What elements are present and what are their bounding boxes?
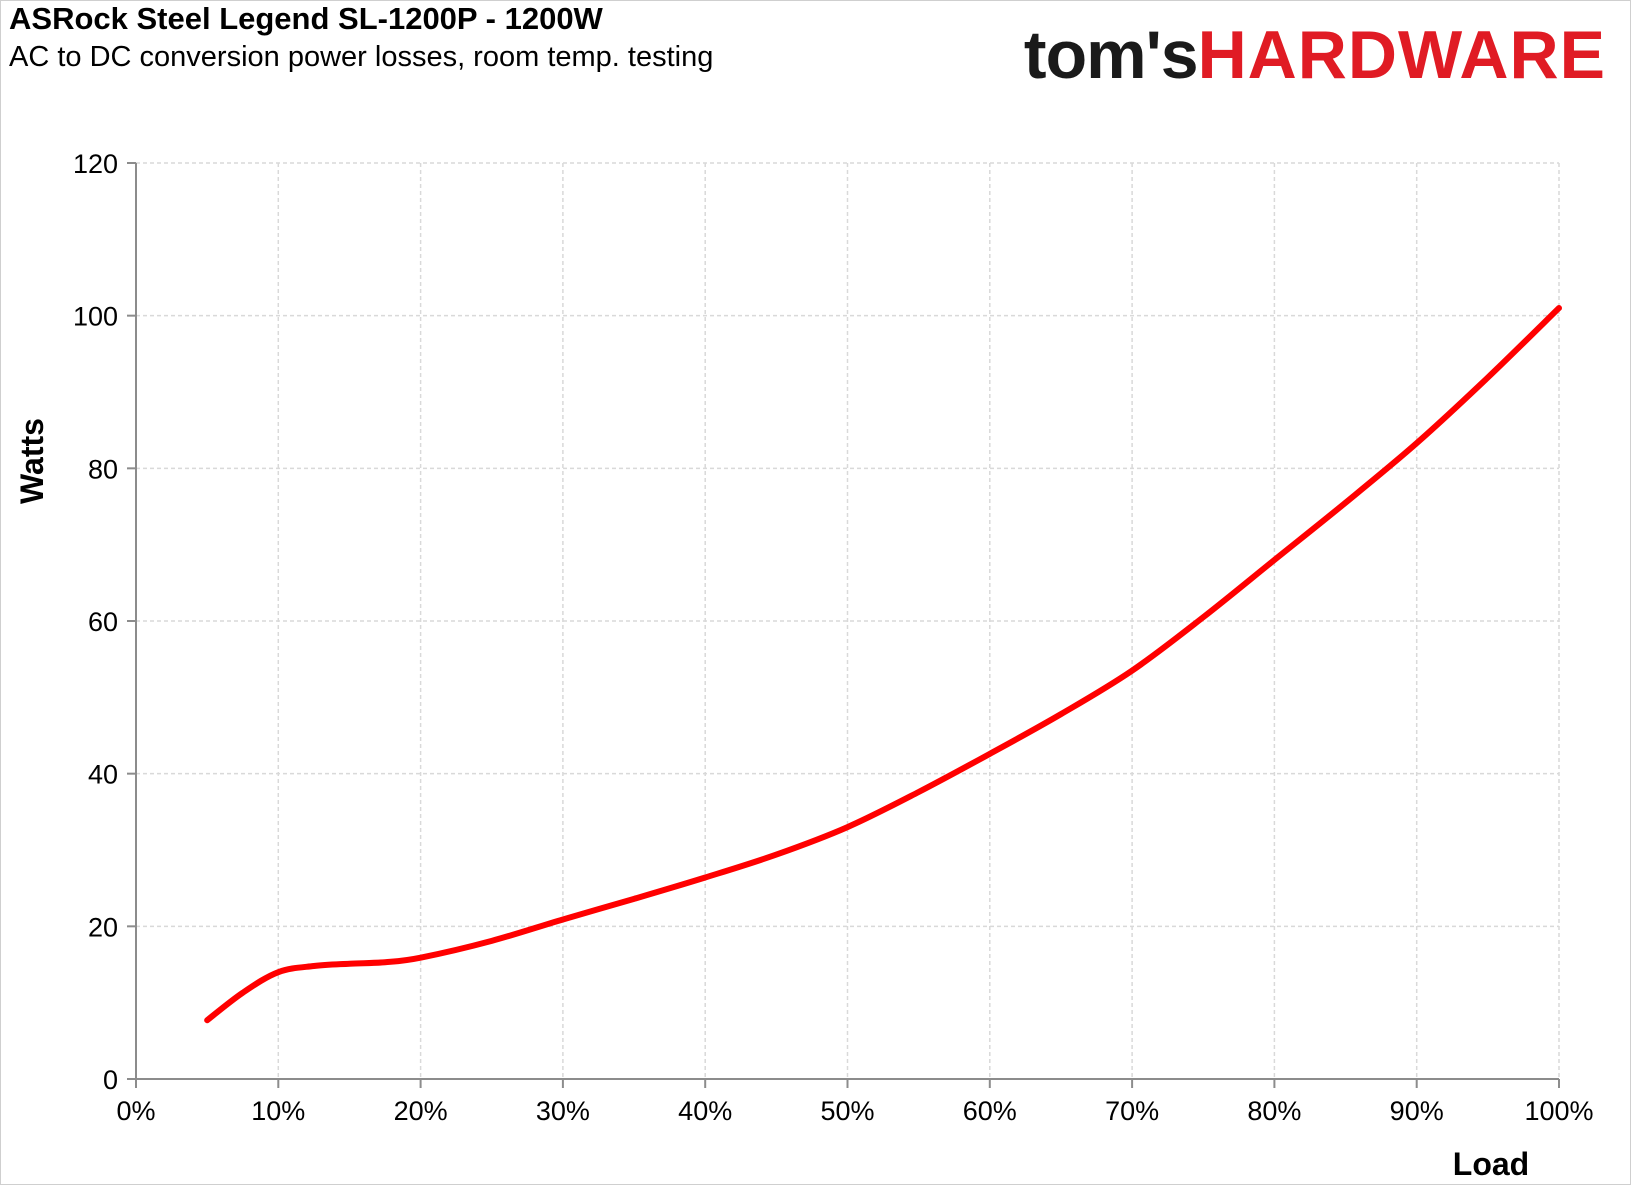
grid-lines: [136, 162, 1560, 1079]
x-tick-labels: 0% 10% 20% 30% 40% 50% 60% 70% 80% 90% 100%: [116, 1096, 1593, 1126]
y-tick-label: 60: [88, 607, 118, 637]
y-tick-label: 40: [88, 760, 118, 790]
x-tick-label: 90%: [1390, 1096, 1444, 1126]
x-tick-label: 30%: [536, 1096, 590, 1126]
logo-toms-text: tom's: [1023, 17, 1199, 93]
x-tick-label: 100%: [1524, 1096, 1593, 1126]
x-tick-label: 0%: [116, 1096, 155, 1126]
toms-hardware-logo: tom'sHARDWARE: [1024, 15, 1606, 95]
y-axis-label: Watts: [14, 418, 50, 504]
series-layer: [204, 305, 1562, 1024]
axes: [127, 162, 1560, 1088]
x-tick-label: 20%: [394, 1096, 448, 1126]
y-tick-labels: 0 20 40 60 80 100 120: [73, 149, 118, 1095]
x-tick-label: 60%: [963, 1096, 1017, 1126]
series-line: [204, 305, 1562, 1024]
x-axis-label: Load: [1453, 1146, 1529, 1182]
y-tick-label: 20: [88, 912, 118, 942]
y-tick-label: 80: [88, 454, 118, 484]
y-tick-label: 0: [103, 1065, 118, 1095]
x-tick-label: 40%: [678, 1096, 732, 1126]
x-tick-label: 70%: [1105, 1096, 1159, 1126]
y-tick-label: 100: [73, 302, 118, 332]
x-tick-label: 50%: [820, 1096, 874, 1126]
x-tick-label: 80%: [1247, 1096, 1301, 1126]
chart-title: ASRock Steel Legend SL-1200P - 1200W: [9, 1, 603, 36]
x-tick-label: 10%: [251, 1096, 305, 1126]
logo-hardware-text: HARDWARE: [1197, 17, 1606, 93]
y-tick-label: 120: [73, 149, 118, 179]
chart-subtitle: AC to DC conversion power losses, room t…: [9, 41, 714, 73]
